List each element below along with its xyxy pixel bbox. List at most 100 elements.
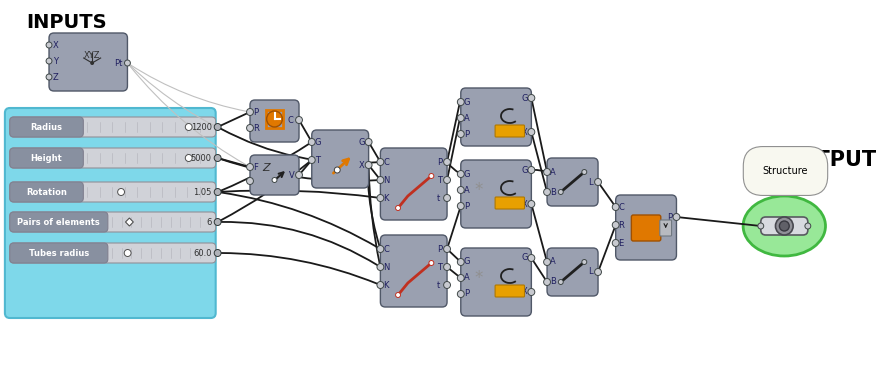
Text: L: L xyxy=(588,268,593,276)
Circle shape xyxy=(377,263,384,270)
FancyBboxPatch shape xyxy=(250,155,299,195)
Text: A: A xyxy=(464,186,469,194)
Text: N: N xyxy=(384,262,390,272)
FancyBboxPatch shape xyxy=(615,195,676,260)
FancyBboxPatch shape xyxy=(10,117,83,137)
FancyBboxPatch shape xyxy=(380,235,447,307)
Circle shape xyxy=(595,269,601,276)
Circle shape xyxy=(247,177,254,184)
Circle shape xyxy=(309,138,316,145)
Text: X: X xyxy=(53,41,58,49)
FancyBboxPatch shape xyxy=(761,217,808,235)
Text: G: G xyxy=(522,166,528,175)
Circle shape xyxy=(780,221,789,231)
Circle shape xyxy=(395,293,400,297)
FancyBboxPatch shape xyxy=(10,243,108,263)
Circle shape xyxy=(309,156,316,163)
Circle shape xyxy=(613,239,619,246)
FancyBboxPatch shape xyxy=(49,33,127,91)
Text: 1.05: 1.05 xyxy=(194,187,212,197)
FancyBboxPatch shape xyxy=(10,182,83,202)
FancyBboxPatch shape xyxy=(495,125,524,137)
Circle shape xyxy=(559,190,563,194)
Text: Tubes radius: Tubes radius xyxy=(28,248,89,258)
Text: V: V xyxy=(289,170,295,179)
Circle shape xyxy=(125,249,131,256)
FancyBboxPatch shape xyxy=(461,160,531,228)
FancyBboxPatch shape xyxy=(10,212,216,232)
Circle shape xyxy=(457,131,464,138)
Text: X: X xyxy=(522,200,528,208)
Circle shape xyxy=(365,138,372,145)
Text: A: A xyxy=(464,273,469,283)
Circle shape xyxy=(377,176,384,183)
Text: T: T xyxy=(315,155,320,165)
Circle shape xyxy=(528,166,535,173)
Circle shape xyxy=(544,189,551,196)
Text: E: E xyxy=(619,238,624,248)
Circle shape xyxy=(46,74,52,80)
FancyBboxPatch shape xyxy=(495,197,524,209)
Circle shape xyxy=(582,169,587,175)
FancyBboxPatch shape xyxy=(250,100,299,142)
Circle shape xyxy=(528,255,535,262)
Text: P: P xyxy=(464,130,469,138)
Text: Y: Y xyxy=(53,56,58,66)
Circle shape xyxy=(457,275,464,282)
Circle shape xyxy=(544,169,551,176)
Circle shape xyxy=(46,58,52,64)
Circle shape xyxy=(365,162,372,169)
Circle shape xyxy=(613,203,619,210)
Text: G: G xyxy=(315,138,321,146)
Text: *: * xyxy=(474,181,483,199)
Circle shape xyxy=(673,214,680,221)
Text: F: F xyxy=(253,162,258,172)
Text: C: C xyxy=(287,115,293,124)
Text: K: K xyxy=(384,280,389,290)
Text: INPUTS: INPUTS xyxy=(27,13,107,32)
Text: A: A xyxy=(464,114,469,123)
Text: A: A xyxy=(550,168,556,176)
FancyBboxPatch shape xyxy=(461,248,531,316)
Circle shape xyxy=(118,189,125,196)
Text: B: B xyxy=(550,187,556,197)
Text: P: P xyxy=(667,213,672,221)
Circle shape xyxy=(125,60,131,66)
Text: G: G xyxy=(464,97,470,107)
Text: Radius: Radius xyxy=(31,123,63,131)
Text: 6: 6 xyxy=(206,217,212,227)
Circle shape xyxy=(457,203,464,210)
Text: G: G xyxy=(359,138,365,146)
Circle shape xyxy=(444,194,451,201)
Circle shape xyxy=(214,218,221,225)
Circle shape xyxy=(214,189,221,196)
Text: P: P xyxy=(464,290,469,299)
Text: G: G xyxy=(522,254,528,262)
FancyBboxPatch shape xyxy=(10,148,83,168)
Text: Height: Height xyxy=(31,154,63,162)
Circle shape xyxy=(186,124,192,131)
Text: G: G xyxy=(522,93,528,103)
Circle shape xyxy=(613,221,619,228)
Text: 1200: 1200 xyxy=(191,123,212,131)
Circle shape xyxy=(775,217,793,235)
Circle shape xyxy=(377,159,384,166)
Text: R: R xyxy=(253,124,259,132)
Circle shape xyxy=(457,186,464,193)
Circle shape xyxy=(247,108,254,115)
Circle shape xyxy=(457,290,464,297)
Circle shape xyxy=(544,259,551,266)
Circle shape xyxy=(46,42,52,48)
Circle shape xyxy=(295,172,302,179)
Circle shape xyxy=(444,245,451,252)
Text: L: L xyxy=(588,177,593,186)
Circle shape xyxy=(559,279,563,284)
Text: G: G xyxy=(464,258,470,266)
FancyBboxPatch shape xyxy=(659,220,672,236)
Circle shape xyxy=(247,124,254,131)
Circle shape xyxy=(214,124,221,131)
Circle shape xyxy=(805,223,811,229)
Circle shape xyxy=(90,61,94,65)
Circle shape xyxy=(528,200,535,207)
Circle shape xyxy=(528,289,535,296)
